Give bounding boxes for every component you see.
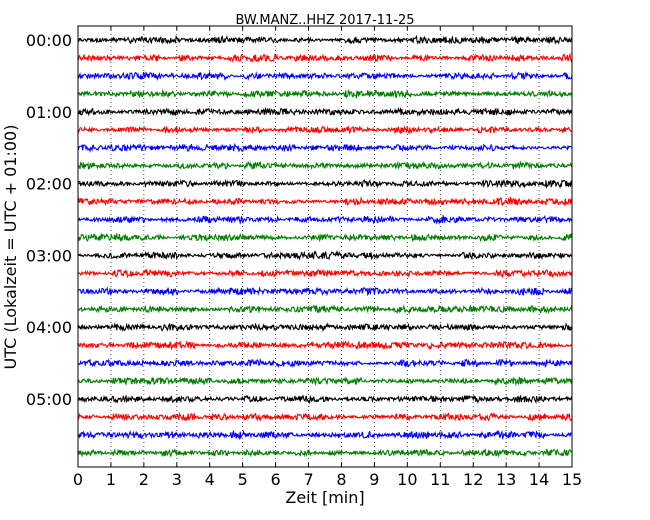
x-tick-label: 2 [139,470,149,489]
seismogram-trace [77,357,573,369]
x-tick-label: 1 [106,470,116,489]
x-tick-label: 9 [369,470,379,489]
seismogram-traces [77,34,573,458]
y-tick-label: 00:00 [26,31,72,50]
seismogram-trace [77,125,573,135]
seismogram-trace [77,160,573,171]
plot-frame [77,25,573,468]
seismogram-trace [77,322,573,333]
axis-ticks [77,26,573,467]
x-tick-label: 10 [397,470,417,489]
y-tick-label: 04:00 [26,318,72,337]
seismogram-trace [77,286,573,297]
x-tick-label: 11 [430,470,450,489]
x-axis-label: Zeit [min] [285,488,364,507]
seismogram-trace [77,340,573,351]
seismogram-trace [77,304,573,315]
x-tick-label: 3 [172,470,182,489]
x-tick-label: 6 [271,470,281,489]
x-tick-label: 7 [303,470,313,489]
y-tick-label: 02:00 [26,175,72,194]
x-tick-label: 0 [73,470,83,489]
x-tick-label: 13 [496,470,516,489]
seismogram-trace [77,394,573,405]
seismogram-trace [77,70,573,81]
seismogram-trace [77,178,573,189]
seismogram-trace [77,250,573,261]
seismogram-trace [77,195,573,207]
x-tick-label: 8 [336,470,346,489]
seismogram-trace [77,429,573,440]
y-axis-label: UTC (Lokalzeit = UTC + 01:00) [1,125,20,370]
y-tick-labels: 00:00 01:00 02:00 03:00 04:00 05:00 [26,31,72,409]
seismogram-trace [77,52,573,64]
x-tick-label: 5 [238,470,248,489]
x-tick-labels: 0 1 2 3 4 5 6 7 8 9 10 11 12 13 14 15 [73,470,582,489]
seismogram-trace [77,411,573,422]
seismogram-trace [77,142,573,154]
seismogram-trace [77,88,573,100]
vertical-gridlines [110,26,540,467]
x-tick-label: 14 [529,470,549,489]
seismogram-trace [77,106,573,117]
y-tick-label: 03:00 [26,246,72,265]
seismogram-trace [77,232,573,243]
x-tick-label: 15 [562,470,582,489]
seismogram-trace [77,213,573,225]
y-tick-label: 05:00 [26,390,72,409]
y-tick-label: 01:00 [26,103,72,122]
chart-title: BW.MANZ..HHZ 2017-11-25 [235,13,414,28]
seismogram-trace [77,376,573,387]
seismogram-trace [77,34,573,45]
x-tick-label: 4 [205,470,215,489]
seismogram-trace [77,448,573,458]
x-tick-label: 12 [463,470,483,489]
seismogram-trace [77,267,573,279]
